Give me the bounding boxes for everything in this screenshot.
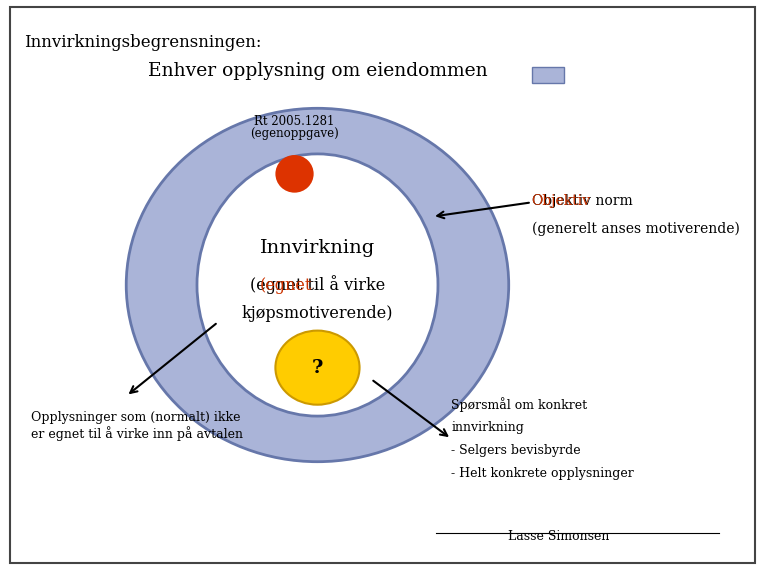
Ellipse shape bbox=[275, 331, 360, 405]
Text: (egnet: (egnet bbox=[260, 276, 312, 294]
Text: - Helt konkrete opplysninger: - Helt konkrete opplysninger bbox=[451, 467, 634, 479]
Bar bbox=[532, 67, 564, 83]
Text: Innvirkningsbegrensningen:: Innvirkningsbegrensningen: bbox=[24, 34, 262, 51]
Text: (egenoppgave): (egenoppgave) bbox=[250, 127, 339, 140]
Text: ?: ? bbox=[312, 359, 323, 377]
Text: er egnet til å virke inn på avtalen: er egnet til å virke inn på avtalen bbox=[31, 426, 243, 441]
Text: Lasse Simonsen: Lasse Simonsen bbox=[508, 530, 609, 543]
Ellipse shape bbox=[197, 154, 438, 416]
Text: Innvirkning: Innvirkning bbox=[260, 239, 375, 257]
Text: Spørsmål om konkret: Spørsmål om konkret bbox=[451, 397, 588, 412]
Ellipse shape bbox=[275, 155, 314, 193]
Text: Objektiv norm: Objektiv norm bbox=[532, 194, 633, 208]
Text: innvirkning: innvirkning bbox=[451, 421, 524, 434]
Text: Enhver opplysning om eiendommen: Enhver opplysning om eiendommen bbox=[148, 62, 487, 80]
Text: kjøpsmotiverende): kjøpsmotiverende) bbox=[242, 305, 393, 322]
Text: Rt 2005.1281: Rt 2005.1281 bbox=[254, 115, 335, 128]
Text: Opplysninger som (normalt) ikke: Opplysninger som (normalt) ikke bbox=[31, 412, 240, 424]
Ellipse shape bbox=[126, 108, 509, 462]
Text: Objektiv: Objektiv bbox=[532, 194, 591, 208]
Text: - Selgers bevisbyrde: - Selgers bevisbyrde bbox=[451, 444, 581, 457]
Text: (generelt anses motiverende): (generelt anses motiverende) bbox=[532, 221, 740, 235]
Text: (egnet til å virke: (egnet til å virke bbox=[250, 275, 385, 295]
